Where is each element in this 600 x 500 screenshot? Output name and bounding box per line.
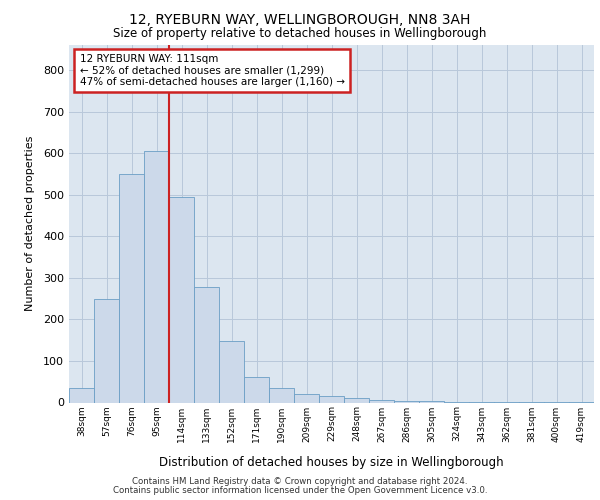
Bar [144,151,169,403]
Bar [194,288,219,403]
Bar [369,400,394,402]
Bar [244,376,269,402]
Text: Contains public sector information licensed under the Open Government Licence v3: Contains public sector information licen… [113,486,487,495]
Y-axis label: Number of detached properties: Number of detached properties [25,136,35,312]
Bar [94,300,119,403]
Text: Contains HM Land Registry data © Crown copyright and database right 2024.: Contains HM Land Registry data © Crown c… [132,477,468,486]
Bar [394,401,419,402]
Text: 12, RYEBURN WAY, WELLINGBOROUGH, NN8 3AH: 12, RYEBURN WAY, WELLINGBOROUGH, NN8 3AH [130,12,470,26]
Bar [344,398,369,402]
Bar [119,174,144,402]
Bar [319,396,344,402]
Bar [219,342,244,402]
X-axis label: Distribution of detached houses by size in Wellingborough: Distribution of detached houses by size … [159,456,504,468]
Text: Size of property relative to detached houses in Wellingborough: Size of property relative to detached ho… [113,28,487,40]
Bar [294,394,319,402]
Bar [269,388,294,402]
Text: 12 RYEBURN WAY: 111sqm
← 52% of detached houses are smaller (1,299)
47% of semi-: 12 RYEBURN WAY: 111sqm ← 52% of detached… [79,54,344,87]
Bar [69,388,94,402]
Bar [169,196,194,402]
